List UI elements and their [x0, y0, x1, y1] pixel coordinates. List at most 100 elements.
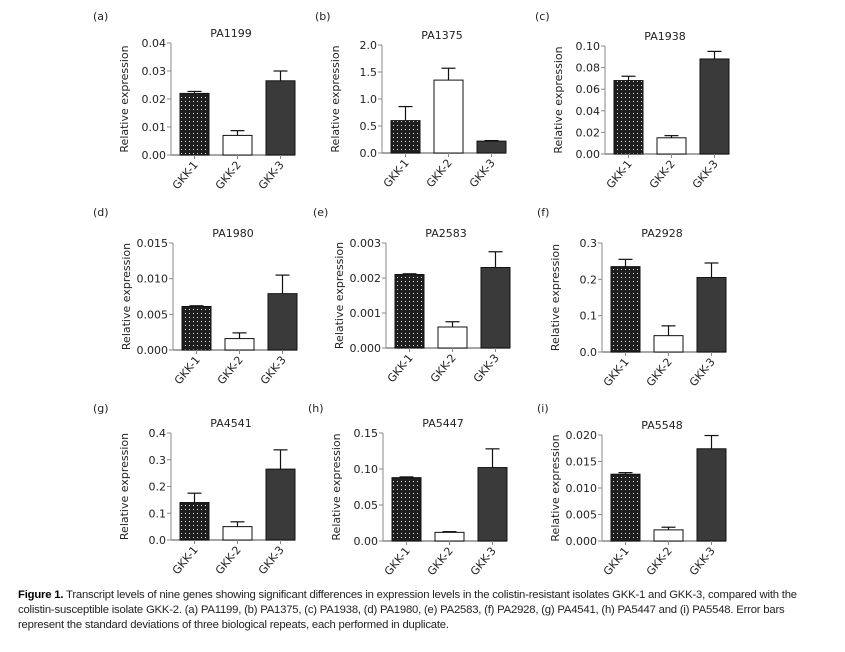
bar-gkk-3 — [477, 467, 508, 542]
bar-gkk-3 — [699, 58, 730, 155]
x-tick-label: GKK-3 — [690, 158, 721, 191]
y-axis-label: Relative expression — [549, 244, 562, 351]
bar-gkk-1 — [391, 477, 422, 542]
y-tick-label: 0.15 — [354, 427, 379, 440]
chart-title: PA1980 — [212, 227, 253, 240]
x-tick-label: GKK-1 — [382, 545, 413, 578]
y-tick-label: 0.2 — [149, 481, 167, 494]
bar-gkk-2 — [653, 529, 684, 542]
y-tick-label: 0.3 — [580, 237, 598, 250]
caption-label: Figure 1. — [18, 589, 64, 601]
y-tick-label: 0.000 — [566, 535, 598, 548]
y-tick-label: 0.01 — [142, 121, 167, 134]
bar-gkk-1 — [610, 473, 641, 542]
bar-gkk-1 — [179, 92, 210, 156]
bar-gkk-2 — [434, 531, 465, 542]
chart-panel-e: (e) PA2583 Relative expression 0.000 0.001 0.… — [313, 206, 511, 385]
bar-gkk-3 — [267, 293, 298, 351]
bar-gkk-3 — [696, 448, 727, 542]
y-tick-label: 0.5 — [360, 120, 378, 133]
x-tick-label: GKK-2 — [644, 356, 675, 389]
y-axis-label: Relative expression — [118, 45, 131, 152]
bar-gkk-2 — [656, 137, 687, 155]
x-tick-label: GKK-1 — [601, 356, 632, 389]
bar-gkk-3 — [265, 468, 296, 541]
y-tick-label: 0.4 — [149, 427, 167, 440]
y-tick-label: 0.005 — [566, 509, 598, 522]
y-tick-label: 0.003 — [350, 237, 382, 250]
x-tick-label: GKK-1 — [172, 354, 203, 387]
chart-title: PA1199 — [210, 27, 251, 40]
y-tick-label: 0.10 — [576, 40, 601, 53]
y-tick-label: 0.06 — [576, 83, 601, 96]
chart-title: PA2928 — [641, 227, 682, 240]
x-tick-label: GKK-1 — [604, 158, 635, 191]
x-tick-label: GKK-2 — [424, 157, 455, 190]
y-axis-label: Relative expression — [329, 45, 342, 152]
bar-gkk-2 — [222, 526, 253, 541]
y-tick-label: 0.000 — [350, 342, 382, 355]
panel-label: (i) — [537, 402, 549, 415]
y-tick-label: 0.0 — [149, 534, 167, 547]
x-tick-label: GKK-1 — [385, 352, 416, 385]
y-tick-label: 0.0 — [360, 147, 378, 160]
x-tick-label: GKK-1 — [170, 159, 201, 192]
bar-gkk-2 — [222, 134, 253, 156]
y-tick-label: 0.00 — [142, 149, 167, 162]
y-axis-label: Relative expression — [552, 46, 565, 153]
y-tick-label: 1.5 — [360, 66, 378, 79]
chart-panel-a: (a) PA1199 Relative expression 0.00 0.01 0.02… — [93, 10, 296, 192]
x-tick-label: GKK-3 — [256, 544, 287, 577]
y-tick-label: 0.03 — [142, 65, 167, 78]
panel-label: (g) — [93, 402, 109, 415]
y-tick-label: 0.2 — [580, 273, 598, 286]
bar-gkk-2 — [224, 338, 255, 351]
x-tick-label: GKK-2 — [425, 545, 456, 578]
x-tick-label: GKK-3 — [258, 354, 289, 387]
bar-gkk-3 — [476, 140, 507, 154]
bar-gkk-1 — [394, 274, 425, 349]
x-tick-label: GKK-3 — [687, 356, 718, 389]
x-tick-label: GKK-2 — [213, 159, 244, 192]
panel-label: (d) — [93, 206, 109, 219]
y-tick-label: 0.04 — [142, 37, 167, 50]
bar-gkk-2 — [433, 79, 464, 154]
bar-gkk-3 — [480, 267, 511, 349]
bar-gkk-2 — [437, 326, 468, 349]
chart-panel-f: (f) PA2928 Relative expression 0.0 0.1 0.2 0.3… — [537, 206, 727, 389]
y-axis-label: Relative expression — [330, 433, 343, 540]
bar-gkk-1 — [613, 80, 644, 155]
x-tick-label: GKK-3 — [467, 157, 498, 190]
y-tick-label: 0.05 — [354, 499, 379, 512]
bar-gkk-1 — [610, 266, 641, 353]
caption-text: Transcript levels of nine genes showing … — [18, 589, 797, 631]
y-tick-label: 0.00 — [354, 535, 379, 548]
panel-label: (b) — [315, 10, 331, 23]
y-axis-label: Relative expression — [120, 243, 133, 350]
y-tick-label: 0.0 — [580, 346, 598, 359]
x-tick-label: GKK-2 — [213, 544, 244, 577]
y-tick-label: 0.02 — [142, 93, 167, 106]
y-tick-label: 0.020 — [566, 429, 598, 442]
x-tick-label: GKK-3 — [471, 352, 502, 385]
chart-title: PA1938 — [644, 30, 685, 43]
chart-panel-c: (c) PA1938 Relative expression 0.00 0.02 0.04… — [535, 10, 730, 191]
figure-caption: Figure 1. Transcript levels of nine gene… — [18, 588, 833, 633]
panel-label: (a) — [93, 10, 108, 23]
y-tick-label: 0.010 — [137, 273, 169, 286]
y-tick-label: 0.04 — [576, 105, 601, 118]
y-tick-label: 0.000 — [137, 344, 169, 357]
x-tick-label: GKK-2 — [647, 158, 678, 191]
y-tick-label: 0.02 — [576, 126, 601, 139]
y-tick-label: 0.010 — [566, 482, 598, 495]
y-tick-label: 0.005 — [137, 308, 169, 321]
y-tick-label: 0.015 — [566, 456, 598, 469]
bar-gkk-1 — [179, 502, 210, 541]
chart-title: PA5447 — [422, 417, 463, 430]
x-tick-label: GKK-3 — [256, 159, 287, 192]
chart-panel-g: (g) PA4541 Relative expression 0.0 0.1 0.2 0.3… — [93, 402, 296, 577]
bar-gkk-3 — [696, 277, 727, 353]
y-tick-label: 2.0 — [360, 39, 378, 52]
y-axis-label: Relative expression — [549, 434, 562, 541]
